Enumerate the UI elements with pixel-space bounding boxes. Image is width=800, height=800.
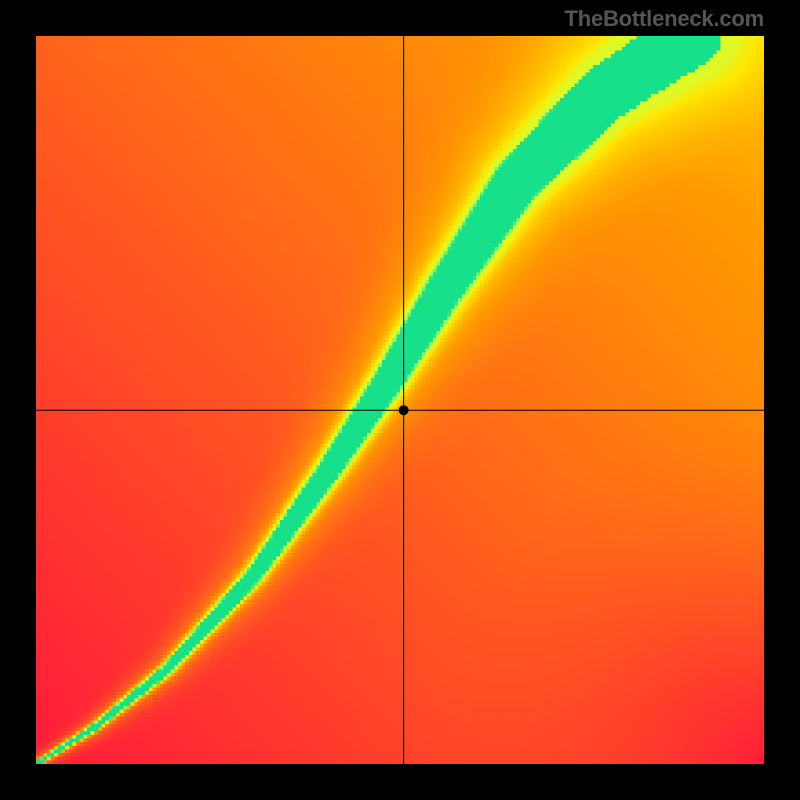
watermark-text: TheBottleneck.com <box>564 6 764 32</box>
plot-area <box>36 36 764 764</box>
heatmap-canvas <box>36 36 764 764</box>
chart-container: TheBottleneck.com <box>0 0 800 800</box>
